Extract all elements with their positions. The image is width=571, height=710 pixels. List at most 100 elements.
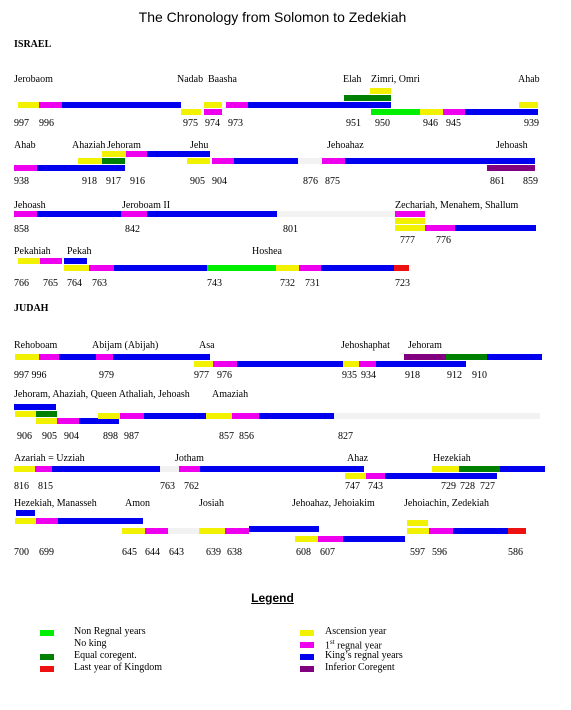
timeline-label: 904 [212,176,227,187]
bar-regnal [52,466,160,472]
bar-lastyear [508,528,526,534]
timeline-label: 856 [239,431,254,442]
bar-first [318,536,343,542]
legend-swatch-first [300,642,314,648]
bar-ascension [519,102,538,108]
bar-regnal [465,109,538,115]
timeline-label: 639 [206,547,221,558]
bar-ascension [194,361,213,367]
bar-first [232,413,259,419]
timeline-label: 939 [524,118,539,129]
bar-regnal [321,265,394,271]
timeline-label: 997 996 [14,370,47,381]
bar-regnal [59,354,96,360]
timeline-label: 979 [99,370,114,381]
timeline-label: Jehoshaphat [341,340,390,351]
timeline-label: Ahab [518,74,540,85]
timeline-label: Nadab [177,74,204,85]
timeline-label: 905 [42,431,57,442]
legend-label: King’s regnal years [325,650,403,661]
bar-first [359,361,376,367]
timeline-label: Jehoram, Ahaziah, Queen Athaliah, Jehoas… [14,389,190,400]
timeline-label: Jehoahaz, Jehoiakim [292,498,375,509]
bar-regnal [37,211,121,217]
bar-first [89,265,114,271]
bar-first [14,211,37,217]
timeline-label: 935 [342,370,357,381]
timeline-label: Ahaz [347,453,369,464]
timeline-label: Ahaziah [72,140,106,151]
legend-label: No king [74,638,107,649]
section-judah: JUDAH [14,303,49,314]
bar-ascension [14,466,35,472]
bar-first [36,518,58,524]
timeline-label: Hezekiah, Manasseh [14,498,97,509]
bar-regnal [453,528,508,534]
timeline-label: 643 [169,547,184,558]
timeline-label: Azariah = Uzziah [14,453,85,464]
timeline-label: 731 [305,278,320,289]
timeline-label: 950 [375,118,390,129]
timeline-label: 996 [39,118,54,129]
timeline-label: 743 [207,278,222,289]
timeline-label: 875 [325,176,340,187]
bar-coregent [36,411,57,417]
timeline-label: 905 [190,176,205,187]
timeline-label: Baasha [208,74,237,85]
timeline-label: Jeroboam II [122,200,171,211]
bar-none [298,158,322,164]
bar-ascension [370,88,391,94]
bar-regnal [455,225,536,231]
timeline-label: Jehoram [107,140,141,151]
bar-ascension [187,158,210,164]
bar-ascension [15,354,39,360]
timeline-label: 974 [205,118,220,129]
timeline-label: Asa [199,340,215,351]
bar-regnal [487,354,542,360]
timeline-label: 766 [14,278,29,289]
timeline-label: 763 [160,481,175,492]
timeline-label: Hezekiah [433,453,471,464]
bar-first [57,418,79,424]
bar-ascension [199,528,225,534]
timeline-label: 765 [43,278,58,289]
bar-inferior [404,354,446,360]
bar-regnal [147,211,277,217]
timeline-label: 586 [508,547,523,558]
timeline-label: 699 [39,547,54,558]
bar-ascension [64,265,89,271]
bar-first [425,225,455,231]
legend-swatch-regnal [300,654,314,660]
legend-title: Legend [251,591,294,605]
bar-ascension [420,109,443,115]
timeline-label: Zechariah, Menahem, Shallum [395,200,519,211]
bar-first [226,102,248,108]
bar-ascension [395,225,425,231]
bar-regnal [234,158,298,164]
bar-ascension [343,361,359,367]
bar-ascension [78,158,102,164]
timeline-label: Jehoash [496,140,528,151]
bar-first [126,151,147,157]
bar-coregent [344,95,391,101]
timeline-label: 910 [472,370,487,381]
bar-regnal [14,404,56,410]
bar-first [212,158,234,164]
bar-regnal [343,536,405,542]
bar-regnal [446,361,466,367]
timeline-label: 776 [436,235,451,246]
bar-regnal [37,165,125,171]
legend-swatch-coregent [40,654,54,660]
legend-label: Inferior Coregent [325,662,395,673]
timeline-label: 906 [17,431,32,442]
timeline-label: 728 [460,481,475,492]
timeline-label: 918 [405,370,420,381]
bar-nonregnal [371,109,420,115]
timeline-label: 859 [523,176,538,187]
bar-ascension [15,518,36,524]
bar-ascension [18,102,39,108]
legend-label: Equal coregent. [74,650,137,661]
timeline-label: Jehoahaz [327,140,364,151]
timeline-label: Pekahiah [14,246,51,257]
